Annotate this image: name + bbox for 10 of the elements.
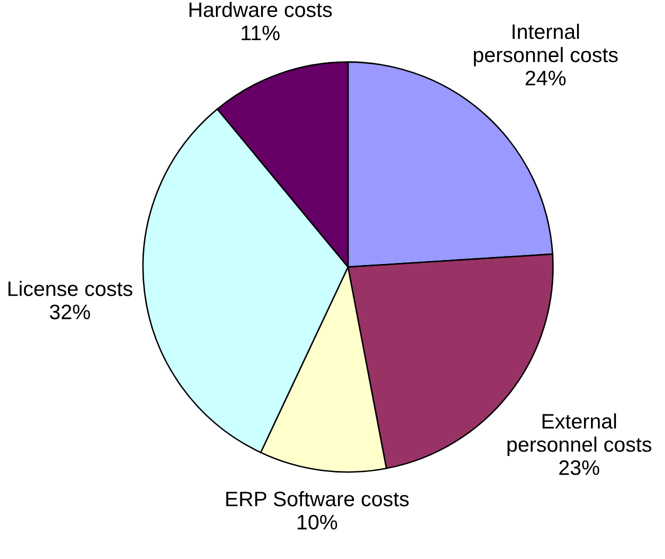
slice-label: ERP Software costs (226, 491, 409, 506)
slice-label: Hardware costs (190, 2, 332, 18)
data-label: 23% (559, 460, 600, 476)
slice-label: Internal personnel costs (474, 24, 618, 66)
data-label: 32% (50, 304, 90, 320)
data-label: 10% (298, 514, 338, 530)
data-label: 24% (526, 70, 566, 86)
slice-label: External personnel costs (508, 413, 652, 456)
slice-label: License costs (8, 280, 132, 296)
data-label: 11% (242, 26, 280, 40)
